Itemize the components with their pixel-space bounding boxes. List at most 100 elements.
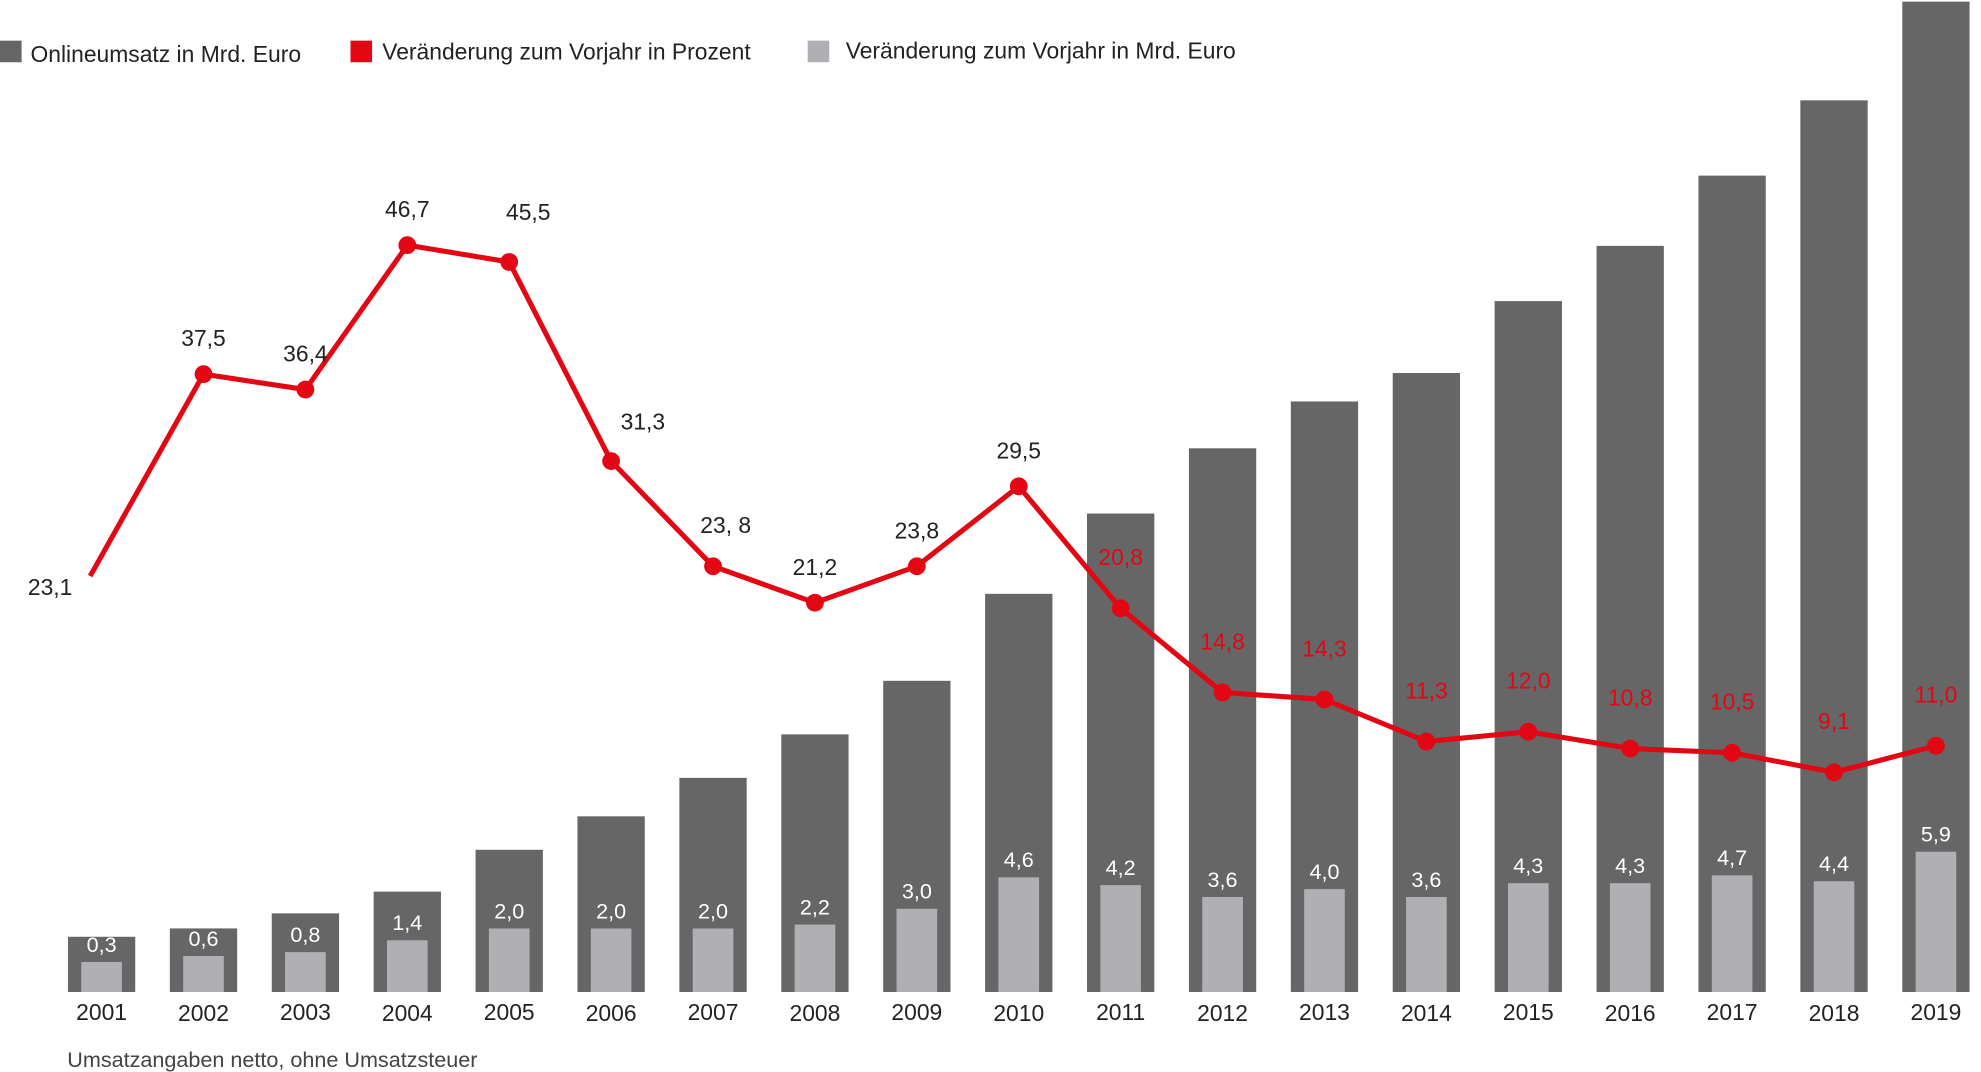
percent-point bbox=[500, 253, 519, 271]
percent-label: 29,5 bbox=[997, 437, 1041, 463]
legend-swatch-percent bbox=[350, 40, 373, 63]
change-eur-bar bbox=[794, 924, 836, 992]
year-tick-label: 2014 bbox=[1401, 1000, 1452, 1026]
change-eur-bar bbox=[1202, 896, 1243, 992]
percent-label: 11,0 bbox=[1915, 682, 1958, 708]
percent-label: 36,4 bbox=[283, 341, 328, 367]
change-eur-bar bbox=[1406, 896, 1447, 992]
percent-point bbox=[602, 452, 621, 470]
percent-point bbox=[1417, 732, 1436, 751]
percent-label: 14,3 bbox=[1302, 635, 1346, 661]
year-tick-label: 2012 bbox=[1197, 1000, 1248, 1026]
change-eur-bar bbox=[692, 928, 734, 992]
change-eur-bar bbox=[998, 877, 1040, 992]
change-eur-label: 4,3 bbox=[1513, 853, 1543, 878]
percent-point bbox=[704, 557, 722, 576]
legend: Onlineumsatz in Mrd. Euro Veränderung zu… bbox=[0, 37, 1236, 67]
percent-label: 9,1 bbox=[1818, 708, 1850, 734]
percent-label: 11,3 bbox=[1405, 677, 1448, 703]
change-eur-label: 4,7 bbox=[1717, 845, 1747, 870]
legend-label-change-eur: Veränderung zum Vorjahr in Mrd. Euro bbox=[846, 37, 1236, 63]
change-eur-bar bbox=[1711, 875, 1753, 992]
percent-point bbox=[1927, 736, 1945, 755]
footnote: Umsatzangaben netto, ohne Umsatzsteuer bbox=[67, 1047, 477, 1072]
percent-point bbox=[398, 236, 417, 255]
year-tick-label: 2008 bbox=[790, 1000, 841, 1026]
change-eur-label: 3,6 bbox=[1208, 867, 1238, 892]
percent-point bbox=[1723, 743, 1741, 762]
percent-point bbox=[1519, 722, 1538, 741]
legend-label-revenue: Onlineumsatz in Mrd. Euro bbox=[30, 41, 301, 67]
percent-label: 23, 8 bbox=[700, 512, 751, 538]
change-eur-label: 4,2 bbox=[1106, 855, 1136, 880]
change-eur-bar bbox=[1609, 883, 1651, 992]
change-eur-label: 4,4 bbox=[1819, 851, 1849, 876]
legend-swatch-revenue bbox=[0, 40, 22, 63]
change-eur-label: 0,6 bbox=[188, 926, 218, 951]
year-tick-label: 2007 bbox=[688, 999, 739, 1025]
legend-label-percent: Veränderung zum Vorjahr in Prozent bbox=[382, 39, 751, 65]
revenue-bar bbox=[1596, 245, 1664, 992]
year-tick-label: 2002 bbox=[178, 1000, 229, 1026]
change-eur-bar bbox=[1813, 881, 1855, 992]
change-eur-label: 3,0 bbox=[902, 879, 932, 904]
percent-point bbox=[1009, 477, 1028, 496]
change-eur-bar bbox=[488, 928, 530, 992]
year-tick-label: 2016 bbox=[1605, 1000, 1656, 1026]
percent-label: 45,5 bbox=[506, 199, 550, 225]
year-tick-label: 2017 bbox=[1707, 999, 1758, 1025]
revenue-bar bbox=[1800, 100, 1868, 992]
percent-label: 23,1 bbox=[28, 574, 72, 600]
change-eur-bar bbox=[1915, 851, 1957, 992]
percent-label: 14,8 bbox=[1200, 628, 1244, 654]
revenue-bar bbox=[1902, 1, 1970, 992]
year-tick-label: 2004 bbox=[382, 1000, 433, 1026]
percent-point bbox=[194, 365, 213, 384]
change-eur-bar bbox=[590, 928, 632, 992]
percent-point bbox=[1111, 599, 1130, 618]
change-eur-label: 0,8 bbox=[290, 922, 320, 947]
year-tick-label: 2001 bbox=[76, 999, 127, 1025]
year-tick-label: 2013 bbox=[1299, 999, 1350, 1025]
percent-label: 10,5 bbox=[1710, 689, 1754, 715]
percent-point bbox=[806, 593, 824, 612]
revenue-bar bbox=[1392, 373, 1461, 992]
legend-swatch-change-eur bbox=[807, 40, 830, 63]
change-eur-label: 4,3 bbox=[1615, 853, 1645, 878]
year-tick-label: 2011 bbox=[1096, 999, 1145, 1025]
change-eur-label: 1,4 bbox=[392, 910, 422, 935]
change-eur-bar bbox=[285, 952, 326, 992]
percent-point bbox=[1621, 739, 1640, 758]
change-eur-label: 2,0 bbox=[698, 898, 728, 923]
year-tick-label: 2019 bbox=[1910, 999, 1961, 1025]
percent-label: 20,8 bbox=[1098, 544, 1142, 570]
change-eur-label: 2,2 bbox=[800, 894, 830, 919]
change-eur-bar bbox=[1507, 883, 1549, 992]
percent-point bbox=[1315, 690, 1334, 709]
change-eur-label: 2,0 bbox=[494, 898, 524, 923]
revenue-bar bbox=[1494, 301, 1562, 992]
change-eur-label: 2,0 bbox=[596, 898, 626, 923]
change-eur-label: 4,0 bbox=[1309, 859, 1339, 884]
change-eur-bar bbox=[1304, 889, 1345, 992]
change-eur-bar bbox=[183, 956, 224, 992]
percent-point bbox=[296, 380, 315, 399]
percent-label: 23,8 bbox=[895, 517, 939, 543]
change-eur-label: 0,3 bbox=[87, 932, 117, 957]
change-eur-bar bbox=[81, 961, 122, 992]
year-tick-label: 2010 bbox=[993, 1000, 1044, 1026]
change-eur-label: 5,9 bbox=[1921, 822, 1951, 847]
percent-label: 21,2 bbox=[793, 554, 837, 580]
percent-point bbox=[907, 557, 926, 576]
percent-point bbox=[1825, 763, 1843, 782]
change-eur-bar bbox=[386, 940, 428, 992]
change-eur-label: 4,6 bbox=[1004, 847, 1034, 872]
change-eur-bar bbox=[1100, 885, 1141, 992]
percent-label: 12,0 bbox=[1506, 668, 1550, 694]
revenue-bar bbox=[1698, 175, 1766, 992]
year-tick-label: 2003 bbox=[280, 999, 331, 1025]
year-tick-label: 2005 bbox=[484, 999, 535, 1025]
year-tick-label: 2009 bbox=[891, 999, 942, 1025]
percent-label: 46,7 bbox=[385, 196, 429, 222]
